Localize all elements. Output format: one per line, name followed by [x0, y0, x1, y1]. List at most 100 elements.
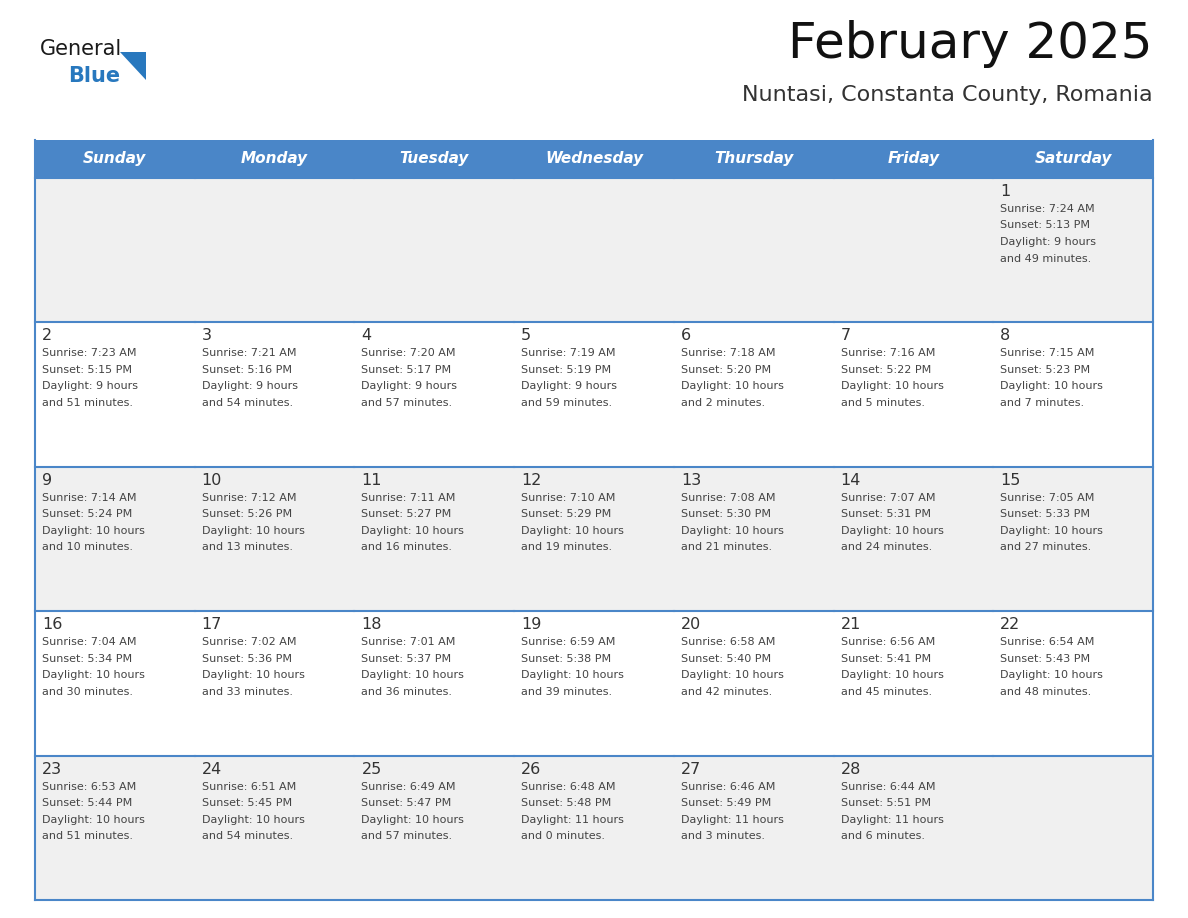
- Text: Daylight: 9 hours: Daylight: 9 hours: [1000, 237, 1097, 247]
- Text: and 24 minutes.: and 24 minutes.: [841, 543, 931, 553]
- Text: Daylight: 10 hours: Daylight: 10 hours: [361, 814, 465, 824]
- Text: Daylight: 10 hours: Daylight: 10 hours: [522, 526, 624, 536]
- Text: and 59 minutes.: and 59 minutes.: [522, 397, 612, 408]
- Text: 8: 8: [1000, 329, 1011, 343]
- Text: Sunset: 5:13 PM: Sunset: 5:13 PM: [1000, 220, 1091, 230]
- Text: Sunrise: 7:15 AM: Sunrise: 7:15 AM: [1000, 349, 1094, 358]
- Text: Daylight: 10 hours: Daylight: 10 hours: [202, 814, 304, 824]
- Text: and 42 minutes.: and 42 minutes.: [681, 687, 772, 697]
- Text: Sunrise: 6:48 AM: Sunrise: 6:48 AM: [522, 781, 615, 791]
- Text: 21: 21: [841, 617, 861, 633]
- Text: 26: 26: [522, 762, 542, 777]
- Text: and 7 minutes.: and 7 minutes.: [1000, 397, 1085, 408]
- Text: and 54 minutes.: and 54 minutes.: [202, 831, 292, 841]
- Text: Sunrise: 7:19 AM: Sunrise: 7:19 AM: [522, 349, 615, 358]
- Text: 1: 1: [1000, 184, 1011, 199]
- Text: Sunset: 5:31 PM: Sunset: 5:31 PM: [841, 509, 930, 520]
- Text: Daylight: 10 hours: Daylight: 10 hours: [522, 670, 624, 680]
- Bar: [354, 140, 514, 178]
- Text: Wednesday: Wednesday: [545, 151, 643, 166]
- Text: Daylight: 9 hours: Daylight: 9 hours: [42, 381, 138, 391]
- Text: 10: 10: [202, 473, 222, 487]
- Bar: [514, 140, 674, 178]
- Text: and 21 minutes.: and 21 minutes.: [681, 543, 772, 553]
- Bar: [993, 178, 1154, 322]
- Text: Daylight: 10 hours: Daylight: 10 hours: [202, 670, 304, 680]
- Text: Sunrise: 7:08 AM: Sunrise: 7:08 AM: [681, 493, 776, 503]
- Bar: [993, 322, 1154, 466]
- Bar: [993, 466, 1154, 611]
- Bar: [354, 756, 514, 900]
- Bar: [834, 178, 993, 322]
- Text: Sunset: 5:19 PM: Sunset: 5:19 PM: [522, 364, 612, 375]
- Bar: [674, 466, 834, 611]
- Text: 9: 9: [42, 473, 52, 487]
- Text: 23: 23: [42, 762, 62, 777]
- Bar: [834, 756, 993, 900]
- Text: Sunset: 5:16 PM: Sunset: 5:16 PM: [202, 364, 292, 375]
- Text: and 3 minutes.: and 3 minutes.: [681, 831, 765, 841]
- Bar: [34, 466, 195, 611]
- Text: Sunset: 5:33 PM: Sunset: 5:33 PM: [1000, 509, 1091, 520]
- Text: February 2025: February 2025: [789, 20, 1154, 68]
- Bar: [354, 178, 514, 322]
- Text: and 48 minutes.: and 48 minutes.: [1000, 687, 1092, 697]
- Text: and 0 minutes.: and 0 minutes.: [522, 831, 605, 841]
- Bar: [514, 322, 674, 466]
- Text: Sunset: 5:44 PM: Sunset: 5:44 PM: [42, 798, 132, 808]
- Text: Daylight: 10 hours: Daylight: 10 hours: [42, 814, 145, 824]
- Text: 28: 28: [841, 762, 861, 777]
- Text: Sunset: 5:37 PM: Sunset: 5:37 PM: [361, 654, 451, 664]
- Text: Daylight: 11 hours: Daylight: 11 hours: [841, 814, 943, 824]
- Text: 3: 3: [202, 329, 211, 343]
- Text: Sunset: 5:26 PM: Sunset: 5:26 PM: [202, 509, 292, 520]
- Text: Sunset: 5:41 PM: Sunset: 5:41 PM: [841, 654, 930, 664]
- Text: 16: 16: [42, 617, 63, 633]
- Text: Daylight: 11 hours: Daylight: 11 hours: [681, 814, 784, 824]
- Text: 27: 27: [681, 762, 701, 777]
- Text: Daylight: 10 hours: Daylight: 10 hours: [1000, 526, 1104, 536]
- Text: Sunrise: 6:56 AM: Sunrise: 6:56 AM: [841, 637, 935, 647]
- Text: Sunset: 5:34 PM: Sunset: 5:34 PM: [42, 654, 132, 664]
- Text: Sunset: 5:51 PM: Sunset: 5:51 PM: [841, 798, 930, 808]
- Text: Daylight: 10 hours: Daylight: 10 hours: [681, 381, 784, 391]
- Text: Sunset: 5:45 PM: Sunset: 5:45 PM: [202, 798, 292, 808]
- Text: Saturday: Saturday: [1035, 151, 1112, 166]
- Text: and 36 minutes.: and 36 minutes.: [361, 687, 453, 697]
- Text: Sunrise: 7:20 AM: Sunrise: 7:20 AM: [361, 349, 456, 358]
- Text: and 54 minutes.: and 54 minutes.: [202, 397, 292, 408]
- Text: Sunrise: 7:01 AM: Sunrise: 7:01 AM: [361, 637, 456, 647]
- Polygon shape: [120, 52, 146, 80]
- Text: Sunset: 5:17 PM: Sunset: 5:17 PM: [361, 364, 451, 375]
- Text: and 33 minutes.: and 33 minutes.: [202, 687, 292, 697]
- Bar: [195, 756, 354, 900]
- Text: Sunrise: 7:24 AM: Sunrise: 7:24 AM: [1000, 204, 1095, 214]
- Text: Sunrise: 7:02 AM: Sunrise: 7:02 AM: [202, 637, 296, 647]
- Bar: [834, 322, 993, 466]
- Text: General: General: [40, 39, 122, 59]
- Text: Sunrise: 7:10 AM: Sunrise: 7:10 AM: [522, 493, 615, 503]
- Text: Sunrise: 7:04 AM: Sunrise: 7:04 AM: [42, 637, 137, 647]
- Text: Daylight: 10 hours: Daylight: 10 hours: [681, 670, 784, 680]
- Text: and 57 minutes.: and 57 minutes.: [361, 397, 453, 408]
- Bar: [993, 756, 1154, 900]
- Text: Sunset: 5:15 PM: Sunset: 5:15 PM: [42, 364, 132, 375]
- Text: Sunrise: 7:18 AM: Sunrise: 7:18 AM: [681, 349, 776, 358]
- Text: Sunday: Sunday: [83, 151, 146, 166]
- Bar: [834, 611, 993, 756]
- Text: Sunset: 5:23 PM: Sunset: 5:23 PM: [1000, 364, 1091, 375]
- Text: 24: 24: [202, 762, 222, 777]
- Text: Sunrise: 7:12 AM: Sunrise: 7:12 AM: [202, 493, 296, 503]
- Bar: [354, 466, 514, 611]
- Text: Sunrise: 6:58 AM: Sunrise: 6:58 AM: [681, 637, 776, 647]
- Text: Sunrise: 6:53 AM: Sunrise: 6:53 AM: [42, 781, 137, 791]
- Bar: [993, 611, 1154, 756]
- Text: Sunset: 5:22 PM: Sunset: 5:22 PM: [841, 364, 931, 375]
- Text: and 51 minutes.: and 51 minutes.: [42, 397, 133, 408]
- Text: and 30 minutes.: and 30 minutes.: [42, 687, 133, 697]
- Text: and 6 minutes.: and 6 minutes.: [841, 831, 924, 841]
- Bar: [195, 322, 354, 466]
- Text: and 39 minutes.: and 39 minutes.: [522, 687, 612, 697]
- Text: Nuntasi, Constanta County, Romania: Nuntasi, Constanta County, Romania: [742, 85, 1154, 105]
- Text: and 16 minutes.: and 16 minutes.: [361, 543, 453, 553]
